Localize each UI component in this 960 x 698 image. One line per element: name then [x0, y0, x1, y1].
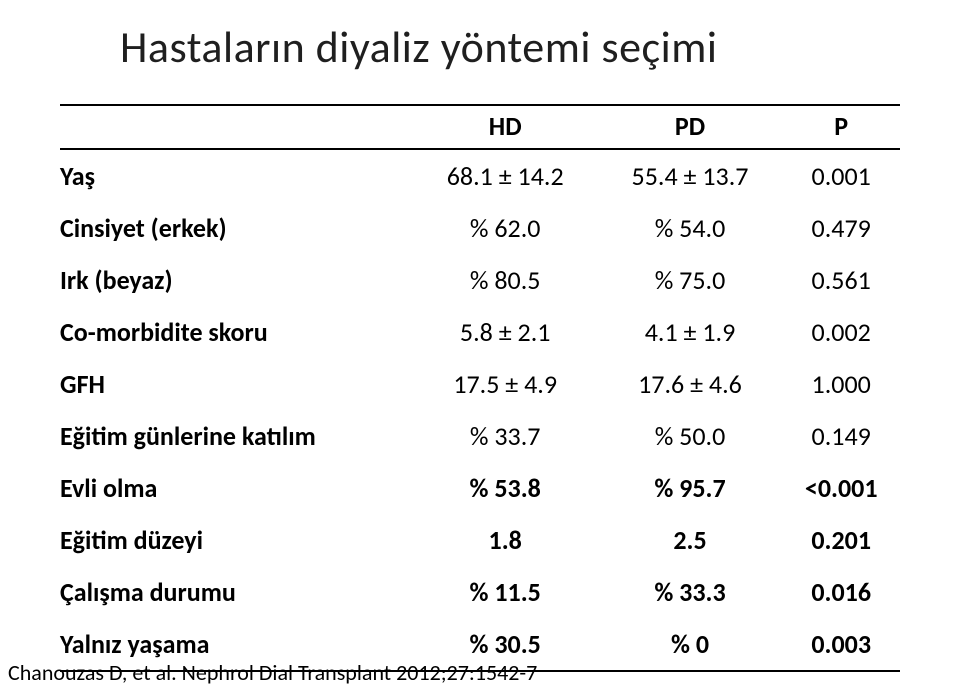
row-cell-pd: % 54.0 [598, 202, 783, 254]
slide: Hastaların diyaliz yöntemi seçimi HD PD … [0, 0, 960, 698]
row-cell-pd: 2.5 [598, 514, 783, 566]
row-cell-pd: 17.6 ± 4.6 [598, 358, 783, 410]
row-cell-hd: % 53.8 [413, 462, 598, 514]
row-cell-p: 0.016 [782, 566, 900, 618]
row-cell-hd: % 80.5 [413, 254, 598, 306]
row-label: Yaş [60, 149, 413, 202]
row-cell-p: 0.149 [782, 410, 900, 462]
row-cell-hd: 5.8 ± 2.1 [413, 306, 598, 358]
row-label: Cinsiyet (erkek) [60, 202, 413, 254]
row-label: Eğitim günlerine katılım [60, 410, 413, 462]
table-row: GFH17.5 ± 4.917.6 ± 4.61.000 [60, 358, 900, 410]
table-row: Cinsiyet (erkek)% 62.0% 54.00.479 [60, 202, 900, 254]
row-cell-p: 0.479 [782, 202, 900, 254]
row-label: Çalışma durumu [60, 566, 413, 618]
col-header-pd: PD [598, 105, 783, 149]
row-label: GFH [60, 358, 413, 410]
row-cell-pd: % 75.0 [598, 254, 783, 306]
col-header-p: P [782, 105, 900, 149]
table-row: Irk (beyaz)% 80.5% 75.00.561 [60, 254, 900, 306]
col-header-empty [60, 105, 413, 149]
table-row: Eğitim günlerine katılım% 33.7% 50.00.14… [60, 410, 900, 462]
citation-text: Chanouzas D, et al. Nephrol Dial Transpl… [8, 659, 537, 686]
row-cell-hd: % 62.0 [413, 202, 598, 254]
row-label: Irk (beyaz) [60, 254, 413, 306]
row-label: Evli olma [60, 462, 413, 514]
col-header-hd: HD [413, 105, 598, 149]
row-label: Eğitim düzeyi [60, 514, 413, 566]
row-cell-hd: % 33.7 [413, 410, 598, 462]
row-cell-p: 0.002 [782, 306, 900, 358]
row-cell-pd: 4.1 ± 1.9 [598, 306, 783, 358]
page-title: Hastaların diyaliz yöntemi seçimi [120, 20, 910, 74]
row-cell-pd: % 95.7 [598, 462, 783, 514]
row-cell-hd: % 11.5 [413, 566, 598, 618]
row-cell-hd: 68.1 ± 14.2 [413, 149, 598, 202]
row-cell-pd: % 50.0 [598, 410, 783, 462]
table-header-row: HD PD P [60, 105, 900, 149]
row-cell-p: 0.001 [782, 149, 900, 202]
row-cell-pd: % 33.3 [598, 566, 783, 618]
row-cell-hd: 17.5 ± 4.9 [413, 358, 598, 410]
row-cell-pd: 55.4 ± 13.7 [598, 149, 783, 202]
table-body: Yaş68.1 ± 14.255.4 ± 13.70.001Cinsiyet (… [60, 149, 900, 671]
row-cell-hd: 1.8 [413, 514, 598, 566]
table-row: Co-morbidite skoru5.8 ± 2.14.1 ± 1.90.00… [60, 306, 900, 358]
table-row: Eğitim düzeyi1.82.50.201 [60, 514, 900, 566]
table-row: Yaş68.1 ± 14.255.4 ± 13.70.001 [60, 149, 900, 202]
row-cell-pd: % 0 [598, 618, 783, 671]
row-cell-p: 0.201 [782, 514, 900, 566]
row-cell-p: 0.003 [782, 618, 900, 671]
row-label: Co-morbidite skoru [60, 306, 413, 358]
row-cell-p: <0.001 [782, 462, 900, 514]
row-cell-p: 1.000 [782, 358, 900, 410]
row-cell-p: 0.561 [782, 254, 900, 306]
table-row: Çalışma durumu% 11.5% 33.30.016 [60, 566, 900, 618]
data-table: HD PD P Yaş68.1 ± 14.255.4 ± 13.70.001Ci… [60, 104, 900, 672]
table-container: HD PD P Yaş68.1 ± 14.255.4 ± 13.70.001Ci… [60, 104, 900, 672]
table-row: Evli olma% 53.8% 95.7<0.001 [60, 462, 900, 514]
